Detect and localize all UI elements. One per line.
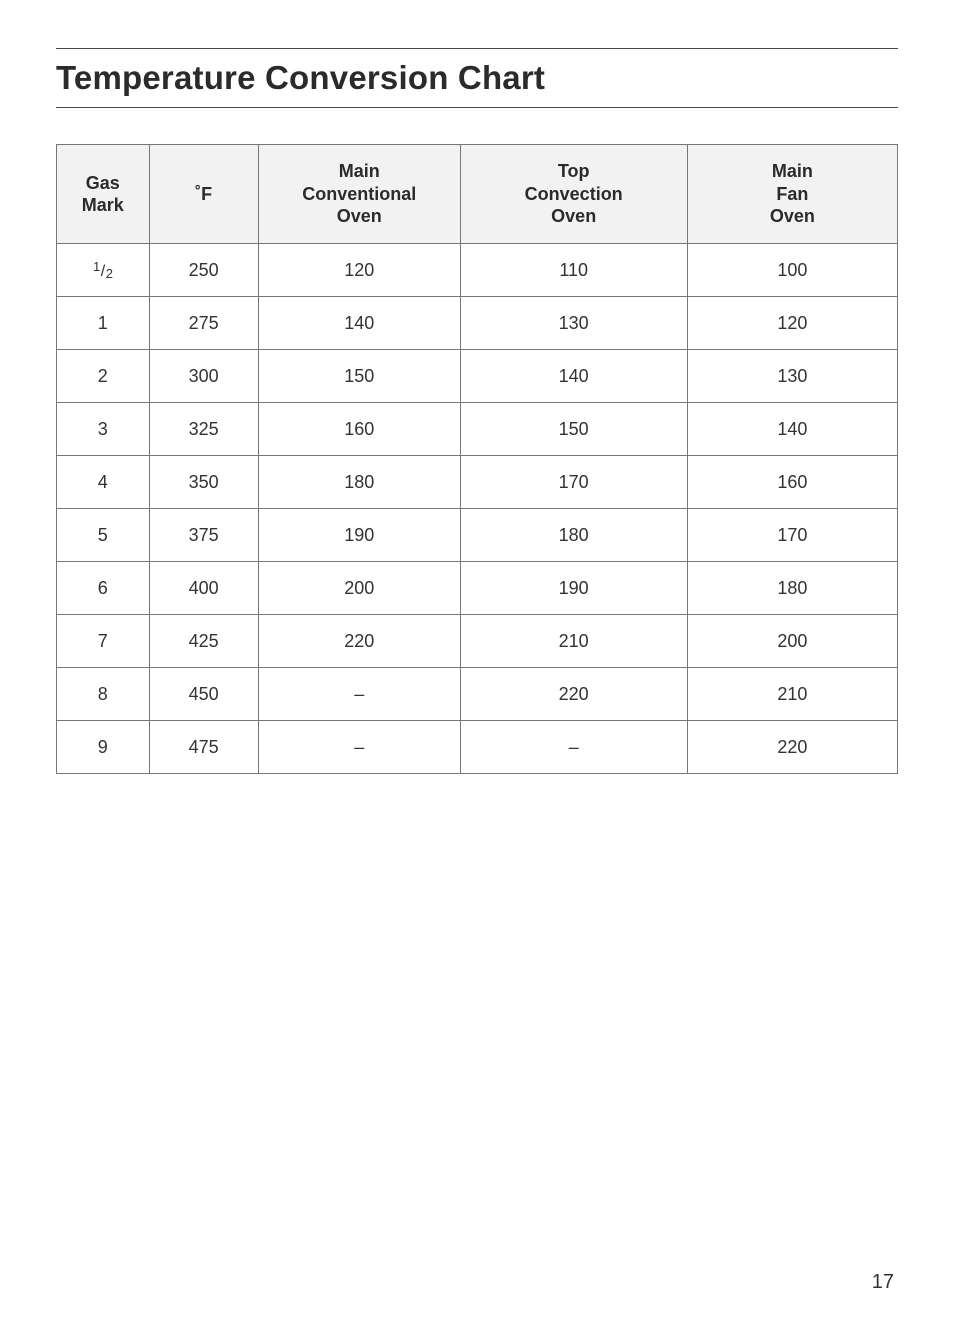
cell-gas_mark: 5 [57, 509, 150, 562]
col-header-main_fan: MainFanOven [687, 145, 897, 244]
col-header-gas_mark: GasMark [57, 145, 150, 244]
cell-main_conv: 120 [258, 244, 460, 297]
cell-top_conv: 140 [460, 350, 687, 403]
cell-top_conv: 130 [460, 297, 687, 350]
cell-top_conv: 220 [460, 668, 687, 721]
col-header-top_conv: TopConvectionOven [460, 145, 687, 244]
cell-f: 350 [149, 456, 258, 509]
cell-gas_mark: 6 [57, 562, 150, 615]
cell-main_conv: 140 [258, 297, 460, 350]
cell-f: 275 [149, 297, 258, 350]
table-row: 8450–220210 [57, 668, 898, 721]
cell-main_conv: 150 [258, 350, 460, 403]
cell-gas_mark: 3 [57, 403, 150, 456]
cell-top_conv: 180 [460, 509, 687, 562]
col-header-main_conv: MainConventionalOven [258, 145, 460, 244]
cell-top_conv: 150 [460, 403, 687, 456]
table-row: 1275140130120 [57, 297, 898, 350]
cell-gas_mark: 1 [57, 297, 150, 350]
cell-main_fan: 130 [687, 350, 897, 403]
cell-main_fan: 140 [687, 403, 897, 456]
cell-main_conv: – [258, 721, 460, 774]
page: Temperature Conversion Chart GasMark˚FMa… [0, 0, 954, 1336]
cell-gas_mark: 9 [57, 721, 150, 774]
table-row: 1/2250120110100 [57, 244, 898, 297]
table-row: 6400200190180 [57, 562, 898, 615]
cell-top_conv: – [460, 721, 687, 774]
title-underline-rule [56, 107, 898, 108]
cell-gas_mark: 4 [57, 456, 150, 509]
cell-main_conv: 190 [258, 509, 460, 562]
header-row: GasMark˚FMainConventionalOvenTopConvecti… [57, 145, 898, 244]
cell-f: 325 [149, 403, 258, 456]
cell-f: 450 [149, 668, 258, 721]
table-row: 9475––220 [57, 721, 898, 774]
conversion-table-wrap: GasMark˚FMainConventionalOvenTopConvecti… [56, 144, 898, 774]
table-row: 4350180170160 [57, 456, 898, 509]
cell-main_conv: – [258, 668, 460, 721]
cell-main_conv: 200 [258, 562, 460, 615]
cell-f: 250 [149, 244, 258, 297]
cell-gas_mark: 2 [57, 350, 150, 403]
table-row: 2300150140130 [57, 350, 898, 403]
cell-f: 400 [149, 562, 258, 615]
cell-main_fan: 220 [687, 721, 897, 774]
cell-main_fan: 210 [687, 668, 897, 721]
cell-main_conv: 160 [258, 403, 460, 456]
cell-top_conv: 210 [460, 615, 687, 668]
cell-gas_mark: 8 [57, 668, 150, 721]
cell-main_fan: 160 [687, 456, 897, 509]
cell-gas_mark: 1/2 [57, 244, 150, 297]
conversion-table: GasMark˚FMainConventionalOvenTopConvecti… [56, 144, 898, 774]
page-title: Temperature Conversion Chart [56, 59, 898, 97]
page-number: 17 [872, 1271, 894, 1294]
cell-main_fan: 180 [687, 562, 897, 615]
cell-main_fan: 100 [687, 244, 897, 297]
table-row: 7425220210200 [57, 615, 898, 668]
table-row: 5375190180170 [57, 509, 898, 562]
col-header-f: ˚F [149, 145, 258, 244]
table-head: GasMark˚FMainConventionalOvenTopConvecti… [57, 145, 898, 244]
table-row: 3325160150140 [57, 403, 898, 456]
cell-f: 375 [149, 509, 258, 562]
cell-f: 425 [149, 615, 258, 668]
top-rule [56, 48, 898, 49]
cell-f: 300 [149, 350, 258, 403]
cell-main_conv: 220 [258, 615, 460, 668]
cell-gas_mark: 7 [57, 615, 150, 668]
table-body: 1/22501201101001275140130120230015014013… [57, 244, 898, 774]
cell-top_conv: 190 [460, 562, 687, 615]
cell-main_conv: 180 [258, 456, 460, 509]
cell-f: 475 [149, 721, 258, 774]
cell-main_fan: 120 [687, 297, 897, 350]
cell-top_conv: 170 [460, 456, 687, 509]
cell-top_conv: 110 [460, 244, 687, 297]
cell-main_fan: 200 [687, 615, 897, 668]
cell-main_fan: 170 [687, 509, 897, 562]
